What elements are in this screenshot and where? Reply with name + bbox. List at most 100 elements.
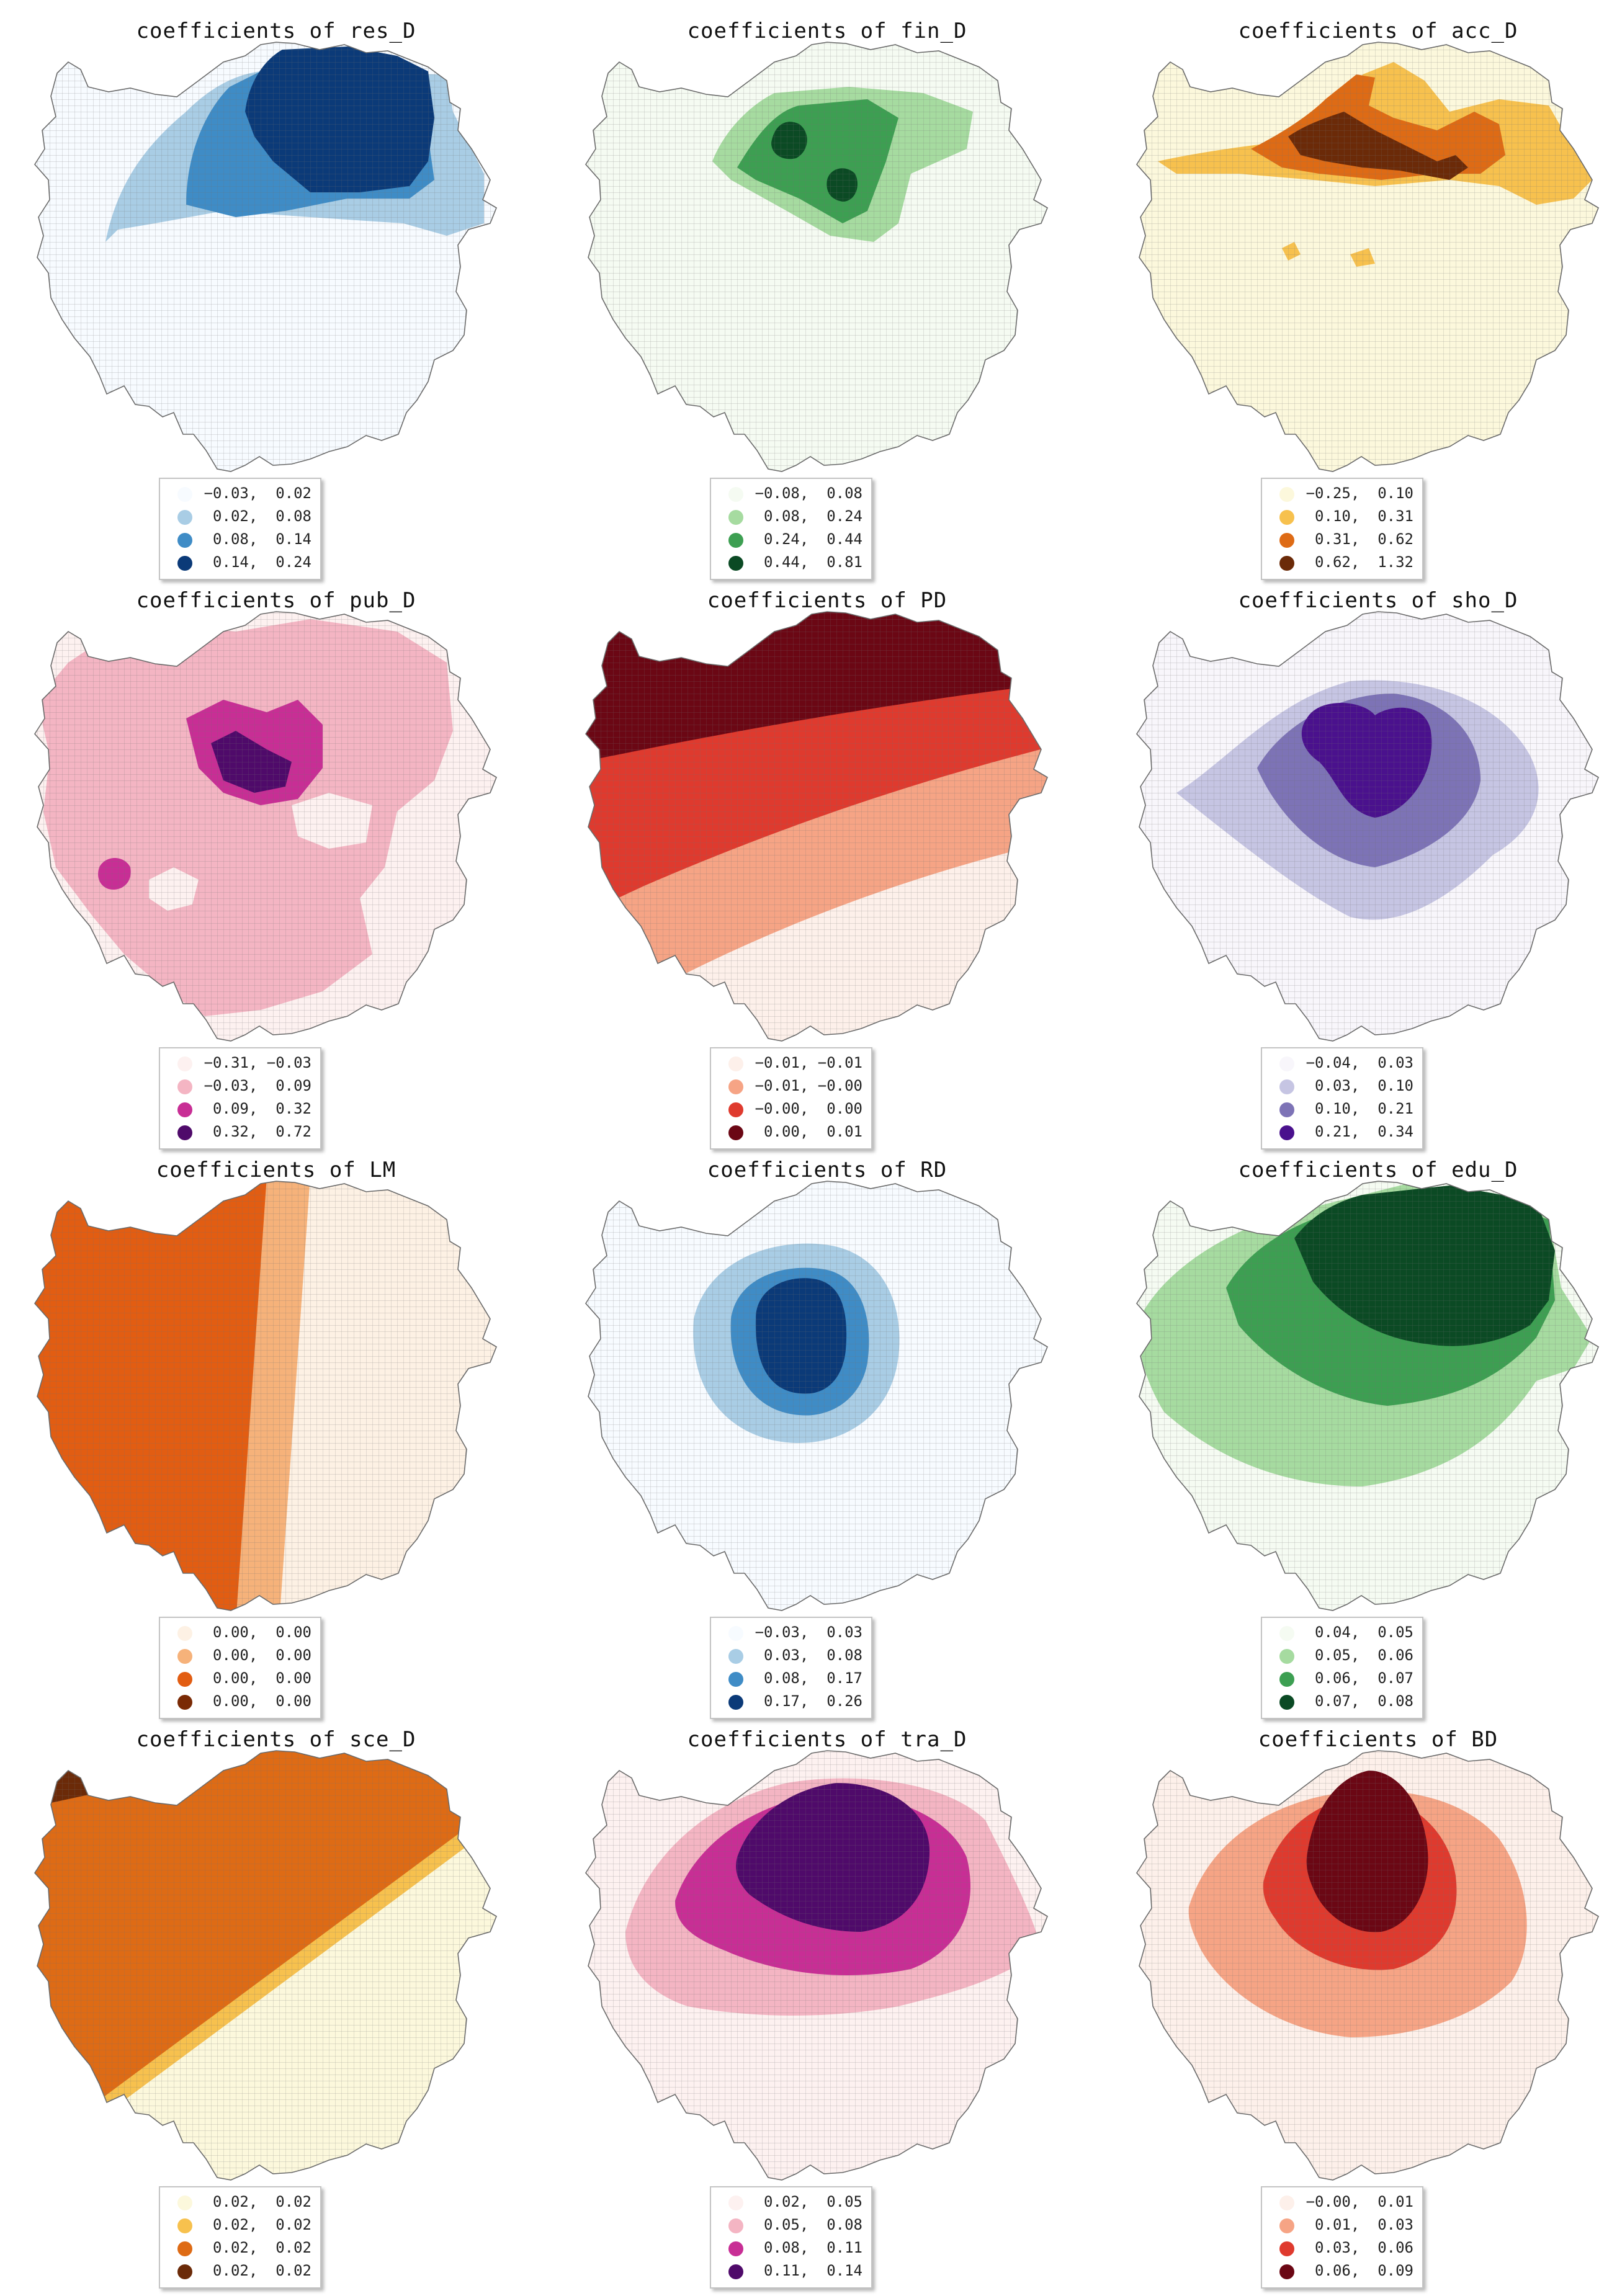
legend-swatch	[177, 1056, 192, 1071]
grid-overlay	[1137, 1181, 1598, 1610]
legend-item: 0.08, 0.11	[711, 2237, 871, 2259]
legend-item: −0.03, 0.03	[711, 1622, 871, 1644]
legend-item: −0.25, 0.10	[1262, 483, 1422, 505]
legend-swatch	[728, 2195, 743, 2210]
legend-item: 0.00, 0.00	[160, 1668, 320, 1690]
legend-item: 0.04, 0.05	[1262, 1622, 1422, 1644]
legend-label: 0.02, 0.02	[213, 2216, 311, 2233]
map-legend: −0.00, 0.01 0.01, 0.03 0.03, 0.06 0.06, 0.0…	[1261, 2186, 1423, 2289]
legend-item: 0.03, 0.08	[711, 1645, 871, 1667]
legend-label: −0.00, 0.01	[1306, 2193, 1413, 2210]
map-panel: coefficients of fin_D −0.08, 0.08 0.08, 0.…	[551, 0, 1103, 580]
legend-label: −0.03, 0.03	[755, 1624, 862, 1641]
legend-swatch	[728, 1649, 743, 1664]
legend-label: 0.02, 0.08	[213, 507, 311, 525]
legend-item: −0.01, −0.00	[711, 1075, 871, 1097]
legend-item: 0.02, 0.02	[160, 2237, 320, 2259]
legend-item: 0.00, 0.00	[160, 1645, 320, 1667]
legend-label: 0.03, 0.06	[1315, 2239, 1413, 2256]
choropleth-map	[34, 42, 497, 472]
choropleth-map	[1136, 1181, 1599, 1611]
legend-item: 0.09, 0.32	[160, 1098, 320, 1120]
map-legend: 0.02, 0.02 0.02, 0.02 0.02, 0.02 0.02, 0.02	[159, 2186, 321, 2289]
legend-item: 0.08, 0.17	[711, 1668, 871, 1690]
panel-title: coefficients of RD	[707, 1158, 947, 1182]
choropleth-map	[585, 42, 1048, 472]
legend-label: 0.00, 0.00	[213, 1669, 311, 1687]
map-panel: coefficients of acc_D −0.25, 0.10 0.10, 0.…	[1102, 0, 1617, 580]
legend-label: 0.06, 0.07	[1315, 1669, 1413, 1687]
legend-item: 0.02, 0.02	[160, 2260, 320, 2282]
legend-item: −0.03, 0.02	[160, 483, 320, 505]
legend-item: 0.02, 0.08	[160, 506, 320, 528]
map-legend: −0.01, −0.01 −0.01, −0.00 −0.00, 0.00 0.00,…	[710, 1047, 872, 1150]
study-area-outline	[585, 1750, 1048, 2181]
legend-swatch	[728, 2264, 743, 2279]
study-area-outline	[34, 1750, 497, 2181]
map-panel: coefficients of PD −0.01, −0.01 −0.01, −0.…	[551, 570, 1103, 1150]
legend-label: 0.32, 0.72	[213, 1123, 311, 1140]
legend-swatch	[728, 1056, 743, 1071]
map-legend: −0.08, 0.08 0.08, 0.24 0.24, 0.44 0.44, 0.8…	[710, 478, 872, 580]
legend-item: −0.08, 0.08	[711, 483, 871, 505]
legend-label: −0.01, −0.00	[755, 1077, 862, 1094]
legend-item: 0.31, 0.62	[1262, 529, 1422, 551]
legend-swatch	[177, 510, 192, 525]
map-panel: coefficients of res_D −0.03, 0.02 0.02, 0.…	[0, 0, 552, 580]
legend-swatch	[177, 1079, 192, 1094]
legend-swatch	[1279, 1056, 1294, 1071]
legend-label: 0.03, 0.08	[764, 1646, 862, 1664]
legend-swatch	[728, 556, 743, 571]
legend-label: 0.14, 0.24	[213, 553, 311, 571]
legend-swatch	[728, 1125, 743, 1140]
legend-item: 0.06, 0.07	[1262, 1668, 1422, 1690]
map-legend: 0.04, 0.05 0.05, 0.06 0.06, 0.07 0.07, 0.08	[1261, 1617, 1423, 1719]
legend-swatch	[1279, 1649, 1294, 1664]
map-legend: −0.25, 0.10 0.10, 0.31 0.31, 0.62 0.62, 1.3…	[1261, 478, 1423, 580]
panel-title: coefficients of fin_D	[687, 19, 967, 43]
legend-label: 0.02, 0.02	[213, 2239, 311, 2256]
legend-swatch	[177, 2195, 192, 2210]
legend-item: 0.02, 0.02	[160, 2191, 320, 2213]
legend-swatch	[1279, 1102, 1294, 1117]
legend-swatch	[177, 1672, 192, 1687]
choropleth-map	[1136, 1750, 1599, 2181]
legend-item: −0.01, −0.01	[711, 1052, 871, 1074]
choropleth-map	[34, 1181, 497, 1611]
legend-label: −0.04, 0.03	[1306, 1054, 1413, 1071]
legend-swatch	[1279, 2195, 1294, 2210]
study-area-outline	[34, 611, 497, 1042]
legend-label: 0.04, 0.05	[1315, 1624, 1413, 1641]
choropleth-map	[585, 1750, 1048, 2181]
grid-overlay	[586, 1751, 1047, 2180]
legend-swatch	[1279, 556, 1294, 571]
legend-item: 0.03, 0.10	[1262, 1075, 1422, 1097]
legend-swatch	[1279, 1626, 1294, 1641]
legend-item: 0.08, 0.14	[160, 529, 320, 551]
panel-title: coefficients of tra_D	[687, 1727, 967, 1752]
legend-swatch	[728, 1626, 743, 1641]
legend-item: 0.14, 0.24	[160, 552, 320, 574]
study-area-outline	[585, 42, 1048, 472]
study-area-outline	[1136, 1181, 1599, 1611]
legend-swatch	[728, 487, 743, 502]
legend-swatch	[177, 2241, 192, 2256]
legend-item: 0.02, 0.05	[711, 2191, 871, 2213]
grid-overlay	[586, 1181, 1047, 1610]
legend-swatch	[1279, 1695, 1294, 1710]
legend-label: −0.00, 0.00	[755, 1100, 862, 1117]
legend-item: 0.00, 0.00	[160, 1622, 320, 1644]
legend-label: 0.00, 0.01	[764, 1123, 862, 1140]
legend-swatch	[1279, 487, 1294, 502]
legend-item: 0.07, 0.08	[1262, 1691, 1422, 1713]
map-panel: coefficients of RD −0.03, 0.03 0.03, 0.08 0…	[551, 1139, 1103, 1719]
legend-label: −0.25, 0.10	[1306, 485, 1413, 502]
legend-label: −0.01, −0.01	[755, 1054, 862, 1071]
panel-title: coefficients of BD	[1258, 1727, 1498, 1752]
legend-label: 0.02, 0.02	[213, 2262, 311, 2279]
legend-swatch	[1279, 1672, 1294, 1687]
study-area-outline	[34, 42, 497, 472]
legend-item: −0.03, 0.09	[160, 1075, 320, 1097]
grid-overlay	[1137, 42, 1598, 471]
